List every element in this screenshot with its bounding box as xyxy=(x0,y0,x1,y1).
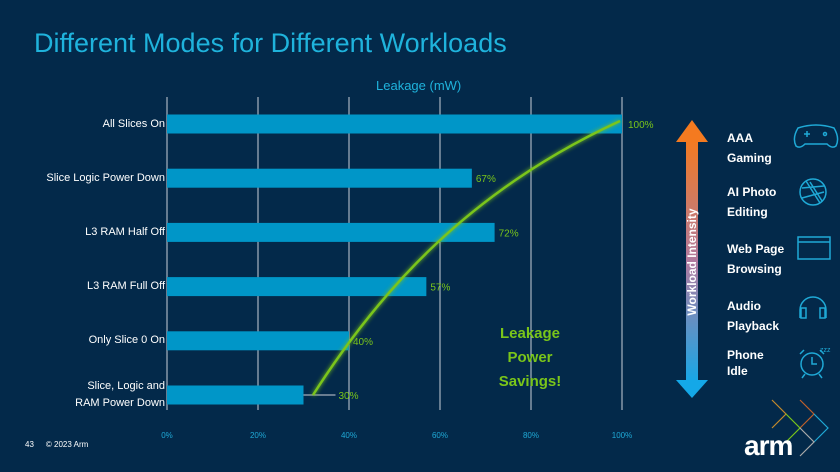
annotation-line: Power xyxy=(507,349,553,366)
headphones-icon xyxy=(799,296,827,319)
annotation-line: Leakage xyxy=(499,325,561,342)
workload-text: AI Photo xyxy=(727,185,777,199)
data-label: 100% xyxy=(628,120,654,131)
workload-text: AAA xyxy=(727,131,753,145)
workload-web-page: Web Page Browsing xyxy=(727,239,784,279)
alarm-clock-icon: zzz xyxy=(799,347,831,379)
chart-title: Leakage (mW) xyxy=(376,78,462,93)
workload-aaa-gaming: AAA Gaming xyxy=(727,128,772,168)
x-tick-label: 80% xyxy=(523,431,539,440)
bar xyxy=(167,385,304,405)
bar xyxy=(167,277,427,297)
workload-text: Audio xyxy=(727,299,761,313)
workload-arrow xyxy=(676,120,708,398)
browser-window-icon xyxy=(797,236,831,260)
annotation-line: Savings! xyxy=(498,373,562,390)
x-tick-label: 0% xyxy=(161,431,173,440)
data-label: 40% xyxy=(353,337,373,348)
workload-ai-photo: AI Photo Editing xyxy=(727,182,776,222)
x-tick-label: 60% xyxy=(432,431,448,440)
gamepad-icon xyxy=(793,124,839,148)
x-tick-label: 40% xyxy=(341,431,357,440)
page-number: 43 xyxy=(25,440,34,449)
bar xyxy=(167,331,349,351)
data-label: 30% xyxy=(339,391,359,402)
workload-text: Editing xyxy=(727,205,768,219)
category-label: Slice Logic Power Down xyxy=(46,171,165,184)
workload-text: Browsing xyxy=(727,262,782,276)
x-tick-label: 20% xyxy=(250,431,266,440)
workload-text: Phone xyxy=(727,348,764,362)
category-label: Only Slice 0 On xyxy=(88,334,165,347)
arm-logo: arm xyxy=(744,430,793,461)
data-label: 67% xyxy=(476,174,496,185)
bar xyxy=(167,114,622,134)
data-label: 57% xyxy=(430,283,450,294)
data-label: 72% xyxy=(499,228,519,239)
workload-phone-idle: Phone Idle xyxy=(727,347,764,379)
savings-curve xyxy=(311,119,621,396)
arm-chevrons-decoration xyxy=(771,399,829,457)
bar xyxy=(167,222,495,242)
page-title: Different Modes for Different Workloads xyxy=(34,28,507,58)
category-label: L3 RAM Half Off xyxy=(85,225,165,238)
x-tick-label: 100% xyxy=(612,431,632,440)
category-label: L3 RAM Full Off xyxy=(86,280,165,293)
category-label: All Slices On xyxy=(102,117,165,130)
camera-aperture-icon xyxy=(799,178,827,206)
workload-text: Playback xyxy=(727,319,780,333)
footer: 43 © 2023 Arm xyxy=(25,440,100,449)
category-label: Slice, Logic and RAM Power Down xyxy=(75,380,165,409)
workload-text: Idle xyxy=(727,364,748,378)
bar xyxy=(167,168,472,188)
workload-text: Gaming xyxy=(727,151,772,165)
svg-text:zzz: zzz xyxy=(820,347,831,354)
workload-text: Web Page xyxy=(727,242,785,256)
copyright: © 2023 Arm xyxy=(45,440,89,449)
workload-intensity-label: Workload Intensity xyxy=(685,208,699,316)
savings-annotation: Leakage Power Savings! xyxy=(480,322,580,394)
workload-audio: Audio Playback xyxy=(727,296,779,336)
